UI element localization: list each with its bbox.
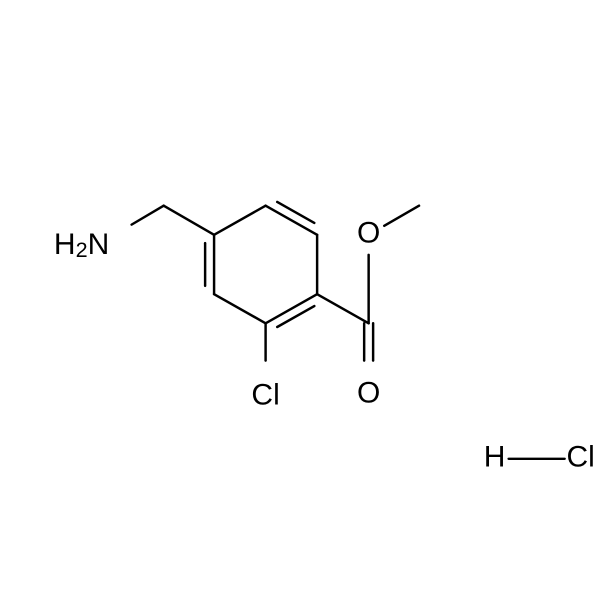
label-o-double: O — [357, 377, 380, 410]
molecule-diagram: H2N Cl O O H Cl — [0, 0, 600, 600]
label-hcl-cl: Cl — [566, 441, 594, 474]
label-nh2: H2N — [54, 228, 109, 262]
label-hcl-h: H — [484, 441, 506, 474]
label-o-single: O — [357, 217, 380, 250]
label-cl: Cl — [251, 379, 279, 412]
